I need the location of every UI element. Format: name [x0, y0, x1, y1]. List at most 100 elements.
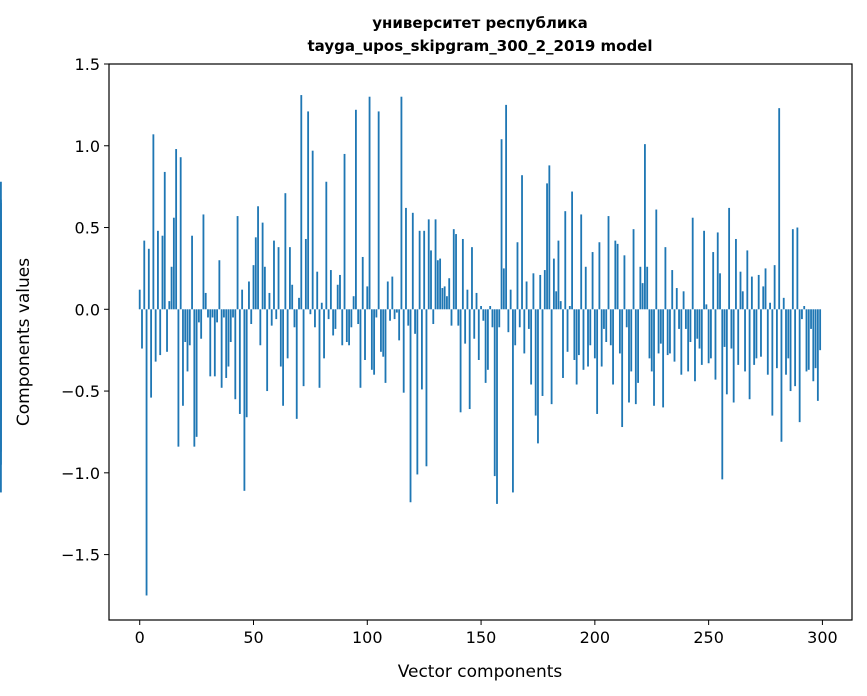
- bar-35: [218, 260, 221, 310]
- bar-244: [694, 309, 696, 382]
- bar-181: [550, 309, 553, 405]
- bar-279: [773, 265, 776, 310]
- bar-287: [791, 229, 794, 310]
- bar-245: [696, 309, 699, 339]
- bar-292: [803, 306, 806, 310]
- bar-121: [414, 309, 416, 334]
- bar-257: [723, 309, 726, 347]
- bar-41: [232, 309, 234, 318]
- bar-73: [304, 238, 307, 310]
- bar-241: [687, 309, 690, 372]
- bar-160: [502, 268, 505, 310]
- chart-subtitle: tayga_upos_skipgram_300_2_2019 model: [308, 37, 653, 55]
- bar-3: [145, 309, 148, 596]
- bar-270: [753, 309, 756, 365]
- bar-194: [580, 214, 583, 310]
- bar-266: [744, 309, 746, 372]
- bar-240: [684, 309, 687, 329]
- bar-95: [355, 109, 357, 310]
- bar-229: [659, 309, 662, 344]
- bar-107: [382, 309, 385, 357]
- bar-275: [764, 268, 767, 310]
- bar-235: [673, 309, 676, 362]
- bar-286: [789, 309, 792, 392]
- bar-285: [787, 309, 790, 359]
- bar-80: [320, 302, 323, 310]
- y-axis-ticks: 1.5 1.0 0.5 0.0 −0.5 −1.0 −1.5: [61, 55, 109, 565]
- bar-10: [161, 235, 164, 310]
- bar-158: [498, 309, 501, 328]
- bar-71: [300, 95, 303, 310]
- x-axis-ticks: 0 50 100 150 200 250 300: [135, 620, 838, 647]
- chart-title: университет республика: [372, 14, 587, 32]
- bar-208: [612, 309, 614, 385]
- bar-249: [705, 304, 708, 310]
- bar-60: [275, 309, 278, 320]
- bar-220: [639, 266, 642, 310]
- bar-87: [336, 284, 339, 310]
- bar-190: [571, 191, 573, 310]
- bar-142: [461, 238, 464, 310]
- bar-166: [516, 242, 519, 310]
- bar-34: [216, 309, 218, 323]
- bar-52: [257, 206, 259, 310]
- bar-92: [348, 309, 350, 346]
- bar-1: [141, 309, 143, 349]
- bar-66: [289, 247, 291, 310]
- bar-123: [418, 230, 421, 310]
- bar-27: [200, 309, 203, 339]
- bar-215: [628, 309, 630, 403]
- bar-133: [441, 288, 444, 310]
- bar-178: [543, 270, 546, 310]
- bar-282: [780, 309, 783, 442]
- bar-176: [539, 274, 542, 310]
- bar-254: [716, 232, 719, 310]
- bar-242: [689, 309, 692, 342]
- bar-45: [241, 289, 244, 310]
- bar-154: [489, 306, 492, 310]
- bar-222: [644, 144, 646, 310]
- bar-91: [345, 309, 348, 342]
- bar-197: [587, 309, 589, 367]
- bar-122: [416, 309, 419, 475]
- bar-130: [434, 219, 437, 310]
- bar-13: [168, 301, 171, 310]
- bar-201: [596, 309, 599, 414]
- bar-2: [143, 240, 146, 310]
- bar-15: [172, 217, 175, 310]
- bar-94: [352, 296, 355, 310]
- bar-209: [614, 240, 617, 310]
- bar-268: [748, 309, 751, 400]
- bar-217: [632, 229, 635, 310]
- bar-255: [719, 273, 721, 310]
- bar-83: [327, 309, 330, 320]
- bar-54: [261, 222, 264, 310]
- bar-280: [775, 309, 778, 369]
- bar-68: [293, 309, 296, 328]
- bar-157: [496, 309, 498, 504]
- bar-116: [402, 309, 405, 393]
- bar-288: [794, 309, 797, 387]
- bar-131: [436, 260, 439, 310]
- bar-32: [211, 309, 214, 318]
- bar-213: [623, 255, 626, 310]
- bar-192: [575, 309, 578, 385]
- plot-area-frame: [108, 63, 853, 621]
- bar-117: [405, 207, 407, 310]
- bar-210: [616, 243, 619, 310]
- bar-211: [618, 309, 621, 354]
- bar-175: [537, 309, 539, 444]
- bar-144: [466, 289, 469, 310]
- bar-278: [771, 309, 774, 416]
- bar-126: [425, 309, 428, 467]
- y-tick-label: 1.0: [75, 137, 100, 156]
- bar-65: [286, 309, 289, 359]
- x-tick-label: 50: [243, 628, 263, 647]
- bar-174: [534, 309, 537, 416]
- bar-206: [607, 216, 610, 310]
- bar-186: [562, 309, 564, 378]
- bar-84: [329, 270, 332, 310]
- bar-271: [755, 309, 758, 359]
- bar-20: [184, 309, 187, 342]
